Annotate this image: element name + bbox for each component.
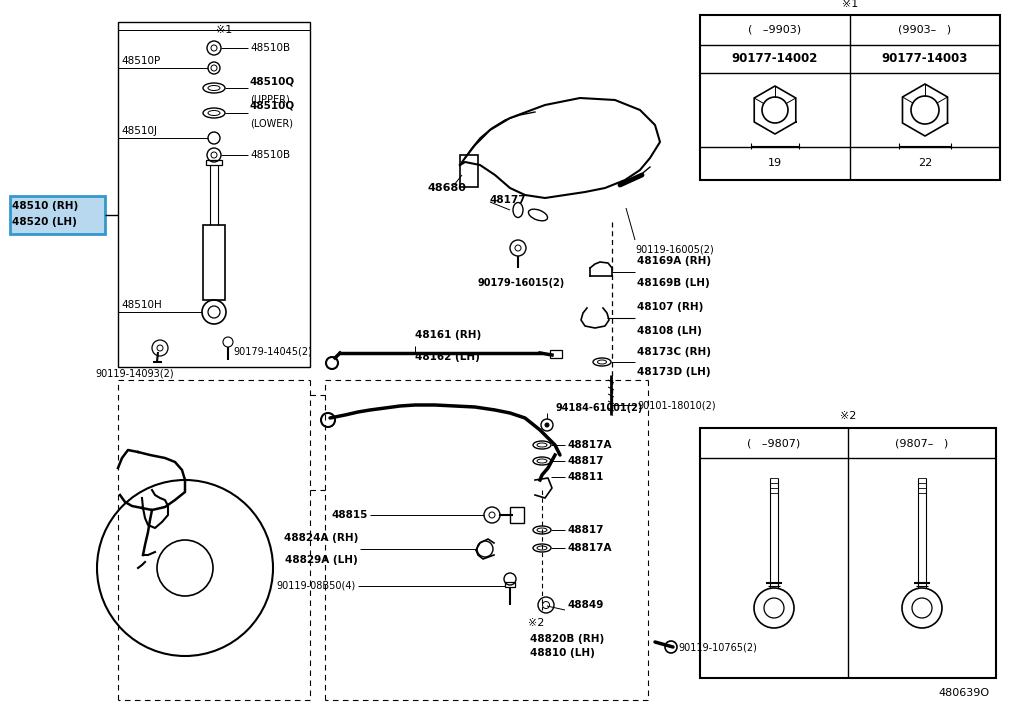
Text: 48108 (LH): 48108 (LH): [637, 326, 701, 336]
Text: 48169B (LH): 48169B (LH): [637, 278, 710, 288]
Text: 48817A: 48817A: [567, 543, 611, 553]
Text: 48520 (LH): 48520 (LH): [12, 217, 77, 227]
Text: 90177-14003: 90177-14003: [882, 52, 968, 66]
Text: 480639O: 480639O: [939, 688, 990, 698]
Text: 48510Q: 48510Q: [250, 76, 295, 86]
Text: 48680: 48680: [428, 183, 467, 193]
Text: 90119-14093(2): 90119-14093(2): [95, 368, 174, 378]
Text: 48177: 48177: [490, 195, 526, 205]
Text: 48817A: 48817A: [567, 440, 611, 450]
Text: 48173C (RH): 48173C (RH): [637, 347, 711, 357]
Text: ※2: ※2: [840, 411, 856, 421]
Text: 48849: 48849: [567, 600, 603, 610]
Text: ※2: ※2: [528, 618, 545, 628]
Text: 19: 19: [768, 158, 782, 168]
Text: 90119-16005(2): 90119-16005(2): [635, 244, 714, 254]
Text: 48817: 48817: [567, 525, 603, 535]
Text: 48815: 48815: [332, 510, 368, 520]
FancyBboxPatch shape: [10, 196, 105, 234]
Text: 48510P: 48510P: [121, 56, 160, 66]
Text: 48162 (LH): 48162 (LH): [415, 352, 480, 362]
Text: (UPPER): (UPPER): [250, 94, 290, 104]
Bar: [118, 22, 310, 367]
Text: 90179-16015(2): 90179-16015(2): [478, 278, 565, 288]
Bar: [505, 582, 515, 587]
Text: 48829A (LH): 48829A (LH): [286, 555, 358, 565]
Text: 48510 (RH): 48510 (RH): [12, 201, 78, 211]
Text: 90177-14002: 90177-14002: [732, 52, 818, 66]
Text: ※1: ※1: [216, 25, 232, 35]
Bar: [550, 350, 562, 358]
Text: 48510J: 48510J: [121, 126, 157, 136]
Text: 48169A (RH): 48169A (RH): [637, 256, 711, 266]
Text: (   –9903): ( –9903): [749, 25, 802, 35]
Bar: [203, 225, 225, 300]
Text: ※1: ※1: [842, 0, 858, 9]
Text: 48817: 48817: [567, 456, 603, 466]
Text: 90119-10765(2): 90119-10765(2): [678, 642, 757, 652]
Text: 48173D (LH): 48173D (LH): [637, 367, 711, 377]
Text: 48161 (RH): 48161 (RH): [415, 330, 481, 340]
Text: 48811: 48811: [567, 472, 603, 482]
Text: 48824A (RH): 48824A (RH): [284, 533, 358, 543]
Text: 48510H: 48510H: [121, 300, 162, 310]
Bar: [460, 155, 478, 187]
Text: 90119-08B50(4): 90119-08B50(4): [276, 581, 356, 591]
Text: 48820B (RH): 48820B (RH): [530, 634, 604, 644]
Text: 48107 (RH): 48107 (RH): [637, 302, 703, 312]
Text: 48810 (LH): 48810 (LH): [530, 648, 595, 658]
Text: (9903–   ): (9903– ): [898, 25, 951, 35]
Text: 48510Q: 48510Q: [250, 101, 295, 111]
Bar: [206, 160, 222, 165]
Circle shape: [545, 423, 549, 427]
Text: 48510B: 48510B: [250, 150, 290, 160]
Text: 48510B: 48510B: [250, 43, 290, 53]
Text: (   –9807): ( –9807): [748, 438, 801, 448]
Bar: [700, 428, 996, 678]
Text: 94184-61001(2): 94184-61001(2): [555, 403, 642, 413]
Text: 90179-14045(2): 90179-14045(2): [233, 347, 312, 357]
Bar: [700, 15, 1000, 180]
Text: (LOWER): (LOWER): [250, 119, 293, 129]
Bar: [510, 507, 524, 523]
Text: 22: 22: [918, 158, 932, 168]
Text: 90101-18010(2): 90101-18010(2): [637, 400, 716, 410]
Text: (9807–   ): (9807– ): [895, 438, 948, 448]
